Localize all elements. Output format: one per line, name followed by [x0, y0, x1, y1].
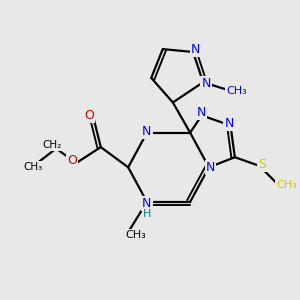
Text: N: N	[142, 197, 152, 210]
Text: CH₃: CH₃	[23, 162, 43, 172]
Text: CH₂: CH₂	[42, 140, 62, 150]
Text: N: N	[191, 43, 200, 56]
Text: N: N	[197, 106, 206, 119]
Text: N: N	[142, 125, 152, 138]
Text: O: O	[84, 109, 94, 122]
Text: H: H	[143, 209, 151, 219]
Text: N: N	[224, 117, 234, 130]
Text: N: N	[206, 161, 215, 174]
Text: CH₃: CH₃	[276, 180, 297, 190]
Text: S: S	[258, 158, 266, 171]
Text: CH₃: CH₃	[226, 86, 247, 96]
Text: O: O	[67, 154, 77, 166]
Text: N: N	[201, 77, 211, 90]
Text: CH₃: CH₃	[125, 230, 146, 240]
